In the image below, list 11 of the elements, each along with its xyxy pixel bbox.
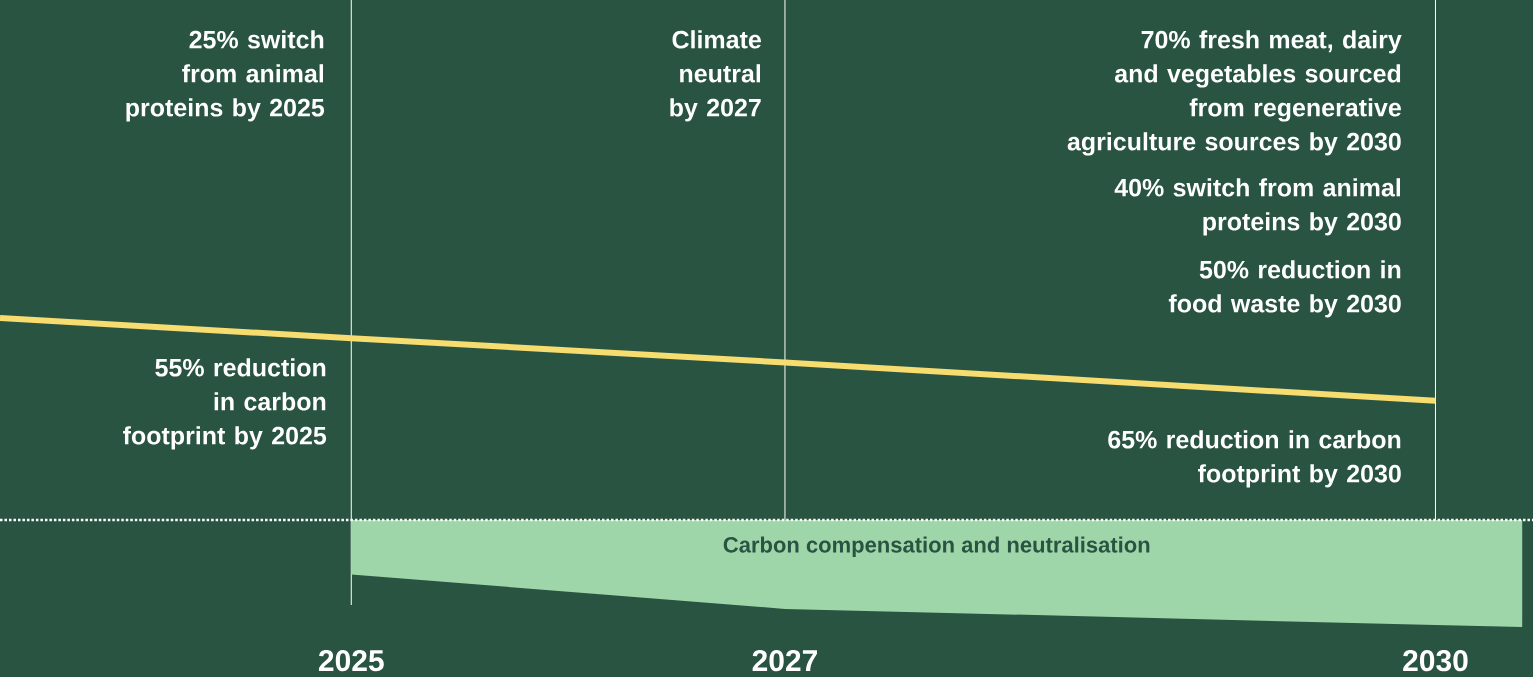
text: Climate neutral by 2027	[670, 30, 761, 122]
x-tick-label: 2025	[318, 650, 384, 672]
x-tick-label: 2027	[752, 650, 817, 672]
text: 50% reduction in food waste by 2030	[1168, 260, 1401, 318]
x-tick-label: 2030	[1403, 650, 1468, 672]
annotation: 65% reduction in carbon footprint by 2030	[1108, 430, 1401, 488]
annotation: 55% reduction in carbon footprint by 2025	[123, 358, 327, 450]
text: 70% fresh meat, dairy and vegetables sourced from regenerative agriculture sources by 2030	[1067, 30, 1402, 156]
text: 25% switch from animal proteins by 2025	[126, 30, 325, 122]
series-label: Carbon compensation and neutralisation	[723, 536, 1150, 558]
text: 40% switch from animal proteins by 2030	[1114, 178, 1401, 236]
